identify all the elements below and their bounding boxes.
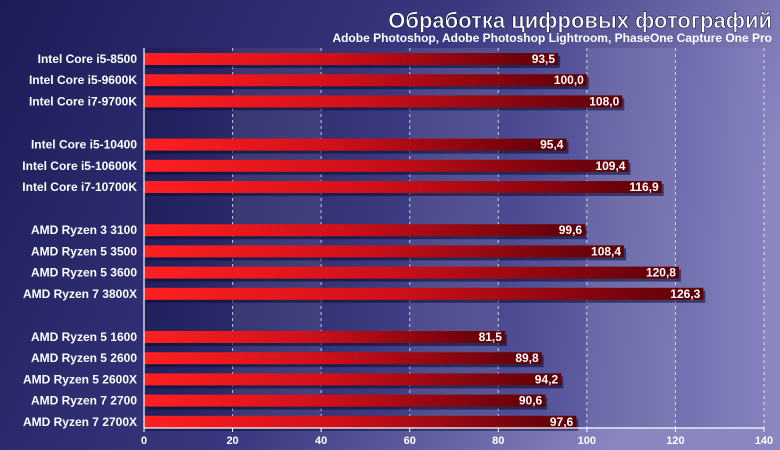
bar [144, 266, 679, 279]
category-label: Intel Core i7-9700K [29, 94, 137, 108]
bar [144, 287, 704, 300]
x-tick-label: 100 [578, 435, 596, 447]
data-label: 109,4 [595, 159, 625, 173]
data-label: 99,6 [559, 223, 583, 237]
data-label: 93,5 [532, 52, 556, 66]
data-label: 97,6 [550, 415, 574, 429]
x-tick-label: 0 [141, 435, 147, 447]
data-label: 108,4 [591, 244, 621, 258]
category-label: AMD Ryzen 5 2600X [23, 372, 137, 386]
bar [144, 415, 577, 428]
chart-title: Обработка цифровых фотографий [388, 8, 772, 33]
bar [144, 224, 586, 237]
category-label: AMD Ryzen 7 2700 [31, 394, 137, 408]
x-tick-label: 60 [404, 435, 416, 447]
data-label: 81,5 [479, 330, 503, 344]
data-label: 116,9 [629, 180, 659, 194]
category-label: Intel Core i7-10700K [22, 180, 137, 194]
category-label: AMD Ryzen 3 3100 [31, 223, 137, 237]
bar [144, 245, 625, 258]
data-label: 89,8 [515, 351, 539, 365]
data-label: 100,0 [554, 73, 584, 87]
category-label: Intel Core i5-10600K [22, 159, 137, 173]
category-label: AMD Ryzen 5 1600 [31, 330, 137, 344]
bar [144, 159, 629, 172]
category-label: AMD Ryzen 7 3800X [23, 287, 137, 301]
category-label: Intel Core i5-8500 [38, 52, 138, 66]
category-label: AMD Ryzen 5 2600 [31, 351, 137, 365]
bar [144, 95, 623, 108]
data-label: 108,0 [589, 94, 619, 108]
data-label: 95,4 [540, 138, 564, 152]
bar [144, 331, 505, 343]
x-tick-label: 140 [755, 435, 773, 447]
bar [144, 352, 542, 365]
data-label: 120,8 [646, 266, 676, 280]
data-label: 126,3 [670, 287, 700, 301]
chart-subtitle: Adobe Photoshop, Adobe Photoshop Lightro… [332, 31, 772, 45]
bar [144, 138, 567, 151]
data-label: 94,2 [535, 372, 559, 386]
bar [144, 373, 562, 386]
category-label: Intel Core i5-10400 [31, 138, 137, 152]
category-label: Intel Core i5-9600K [29, 73, 137, 87]
x-axis: 0 20 40 60 80 100 120 140 [141, 48, 773, 447]
category-label: AMD Ryzen 5 3500 [31, 244, 137, 258]
x-tick-label: 80 [492, 435, 504, 447]
bar [144, 53, 559, 65]
bars: Intel Core i5-8500 93,5 Intel Core i5-9600… [22, 52, 706, 431]
data-label: 90,6 [519, 394, 543, 408]
category-label: AMD Ryzen 5 3600 [31, 266, 137, 280]
bar [144, 181, 662, 193]
x-tick-label: 40 [315, 435, 327, 447]
category-label: AMD Ryzen 7 2700X [23, 415, 137, 429]
bar [144, 74, 587, 87]
bar [144, 394, 546, 407]
x-tick-label: 120 [666, 435, 684, 447]
plot-band [586, 48, 676, 428]
x-tick-label: 20 [226, 435, 238, 447]
